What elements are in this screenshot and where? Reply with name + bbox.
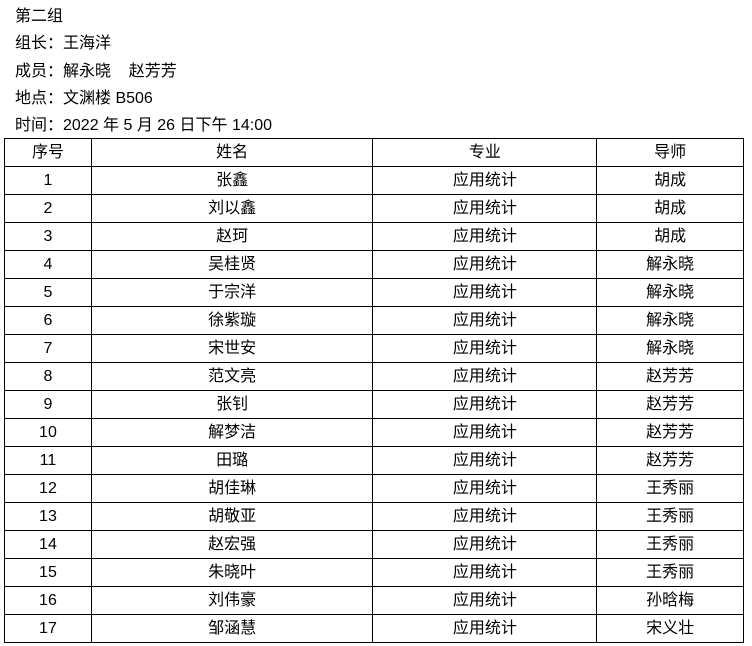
cell-index: 12 — [4, 474, 92, 503]
cell-index: 8 — [4, 362, 92, 391]
cell-advisor: 胡成 — [596, 166, 744, 195]
cell-advisor: 王秀丽 — [596, 558, 744, 587]
cell-name: 田璐 — [90, 446, 374, 475]
cell-advisor: 赵芳芳 — [596, 390, 744, 419]
cell-major: 应用统计 — [372, 530, 598, 559]
cell-name: 于宗洋 — [90, 278, 374, 307]
group-leader: 组长：王海洋 — [15, 35, 112, 53]
table-row: 11 田璐 应用统计 赵芳芳 — [4, 446, 744, 475]
cell-major: 应用统计 — [372, 418, 598, 447]
cell-index: 2 — [4, 194, 92, 223]
header-name: 姓名 — [90, 138, 374, 167]
cell-index: 16 — [4, 586, 92, 615]
cell-name: 张钊 — [90, 390, 374, 419]
table-row: 1 张鑫 应用统计 胡成 — [4, 166, 744, 195]
cell-major: 应用统计 — [372, 194, 598, 223]
cell-major: 应用统计 — [372, 558, 598, 587]
cell-name: 赵宏强 — [90, 530, 374, 559]
cell-advisor: 胡成 — [596, 222, 744, 251]
table-row: 6 徐紫璇 应用统计 解永晓 — [4, 306, 744, 335]
cell-major: 应用统计 — [372, 390, 598, 419]
cell-name: 宋世安 — [90, 334, 374, 363]
table-header-row: 序号 姓名 专业 导师 — [4, 138, 744, 167]
cell-index: 10 — [4, 418, 92, 447]
group-members: 成员：解永晓 赵芳芳 — [15, 62, 177, 80]
cell-index: 9 — [4, 390, 92, 419]
table-row: 13 胡敬亚 应用统计 王秀丽 — [4, 502, 744, 531]
cell-advisor: 解永晓 — [596, 278, 744, 307]
cell-name: 赵珂 — [90, 222, 374, 251]
cell-name: 解梦洁 — [90, 418, 374, 447]
header-major: 专业 — [372, 138, 598, 167]
cell-advisor: 胡成 — [596, 194, 744, 223]
cell-advisor: 王秀丽 — [596, 530, 744, 559]
cell-name: 胡佳琳 — [90, 474, 374, 503]
cell-advisor: 解永晓 — [596, 334, 744, 363]
cell-name: 吴桂贤 — [90, 250, 374, 279]
cell-major: 应用统计 — [372, 474, 598, 503]
table-row: 8 范文亮 应用统计 赵芳芳 — [4, 362, 744, 391]
table-row: 12 胡佳琳 应用统计 王秀丽 — [4, 474, 744, 503]
cell-major: 应用统计 — [372, 362, 598, 391]
cell-advisor: 宋义壮 — [596, 614, 744, 643]
meeting-location: 地点：文渊楼 B506 — [15, 89, 153, 107]
cell-major: 应用统计 — [372, 586, 598, 615]
cell-name: 范文亮 — [90, 362, 374, 391]
table-row: 17 邹涵慧 应用统计 宋义壮 — [4, 614, 744, 643]
table-row: 4 吴桂贤 应用统计 解永晓 — [4, 250, 744, 279]
cell-major: 应用统计 — [372, 614, 598, 643]
cell-index: 6 — [4, 306, 92, 335]
cell-index: 7 — [4, 334, 92, 363]
cell-major: 应用统计 — [372, 250, 598, 279]
cell-advisor: 赵芳芳 — [596, 446, 744, 475]
cell-advisor: 解永晓 — [596, 306, 744, 335]
cell-name: 刘伟豪 — [90, 586, 374, 615]
cell-major: 应用统计 — [372, 166, 598, 195]
cell-major: 应用统计 — [372, 334, 598, 363]
cell-advisor: 赵芳芳 — [596, 362, 744, 391]
cell-index: 1 — [4, 166, 92, 195]
cell-name: 张鑫 — [90, 166, 374, 195]
cell-advisor: 孙晗梅 — [596, 586, 744, 615]
cell-advisor: 解永晓 — [596, 250, 744, 279]
cell-major: 应用统计 — [372, 502, 598, 531]
cell-advisor: 赵芳芳 — [596, 418, 744, 447]
cell-index: 3 — [4, 222, 92, 251]
header-index: 序号 — [4, 138, 92, 167]
cell-name: 刘以鑫 — [90, 194, 374, 223]
table-row: 3 赵珂 应用统计 胡成 — [4, 222, 744, 251]
meeting-time: 时间：2022 年 5 月 26 日下午 14:00 — [15, 117, 273, 135]
cell-index: 11 — [4, 446, 92, 475]
cell-index: 15 — [4, 558, 92, 587]
table-row: 15 朱晓叶 应用统计 王秀丽 — [4, 558, 744, 587]
cell-name: 朱晓叶 — [90, 558, 374, 587]
group-title: 第二组 — [15, 8, 64, 25]
table-row: 5 于宗洋 应用统计 解永晓 — [4, 278, 744, 307]
cell-major: 应用统计 — [372, 222, 598, 251]
cell-name: 邹涵慧 — [90, 614, 374, 643]
cell-index: 4 — [4, 250, 92, 279]
table-row: 16 刘伟豪 应用统计 孙晗梅 — [4, 586, 744, 615]
table-row: 9 张钊 应用统计 赵芳芳 — [4, 390, 744, 419]
cell-advisor: 王秀丽 — [596, 502, 744, 531]
student-table: 序号 姓名 专业 导师 1 张鑫 应用统计 胡成 2 刘以鑫 应用统计 胡成 3 赵珂 应用统计 胡成… — [4, 138, 744, 643]
group-info: 第二组 组长：王海洋 成员：解永晓 赵芳芳 地点：文渊楼 B506 时间：202… — [15, 3, 272, 139]
table-row: 7 宋世安 应用统计 解永晓 — [4, 334, 744, 363]
cell-major: 应用统计 — [372, 306, 598, 335]
cell-index: 5 — [4, 278, 92, 307]
header-advisor: 导师 — [596, 138, 744, 167]
table-row: 10 解梦洁 应用统计 赵芳芳 — [4, 418, 744, 447]
cell-advisor: 王秀丽 — [596, 474, 744, 503]
cell-name: 徐紫璇 — [90, 306, 374, 335]
cell-index: 17 — [4, 614, 92, 643]
cell-major: 应用统计 — [372, 446, 598, 475]
table-row: 14 赵宏强 应用统计 王秀丽 — [4, 530, 744, 559]
cell-name: 胡敬亚 — [90, 502, 374, 531]
cell-major: 应用统计 — [372, 278, 598, 307]
cell-index: 14 — [4, 530, 92, 559]
cell-index: 13 — [4, 502, 92, 531]
table-row: 2 刘以鑫 应用统计 胡成 — [4, 194, 744, 223]
